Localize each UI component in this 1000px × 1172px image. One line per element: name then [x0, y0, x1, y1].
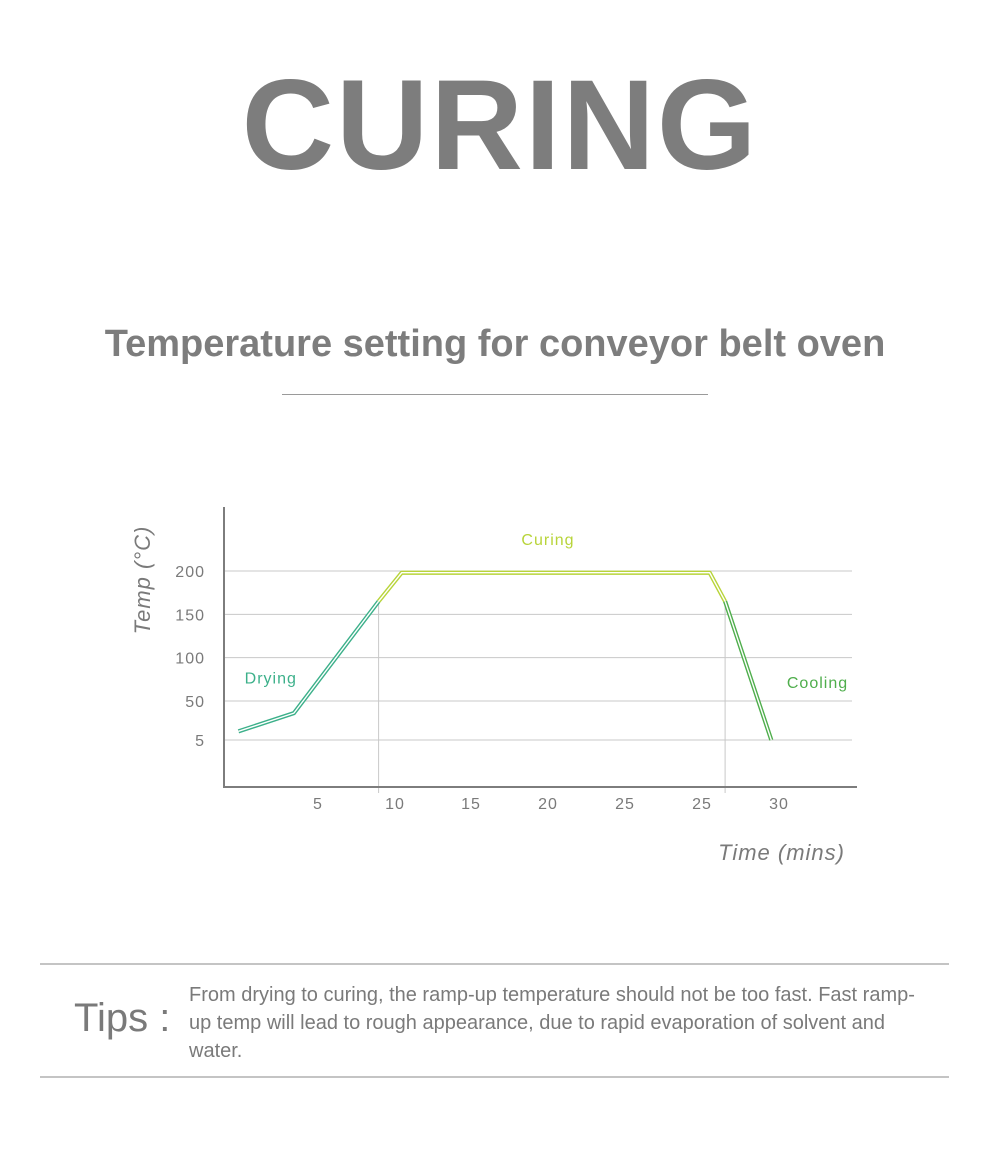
x-tick-label: 25	[692, 796, 712, 813]
cooling-series-line-inner	[724, 601, 772, 741]
x-tick-label: 30	[769, 796, 789, 813]
temperature-chart: 5 50 100 150 200 5 10 15 20 25 25 30 Drying Curing Co…	[130, 507, 857, 865]
tips-bottom-divider	[40, 1076, 949, 1078]
series-lines	[237, 570, 774, 741]
x-axis-label: Time (mins)	[718, 840, 845, 865]
x-tick-label: 25	[615, 796, 635, 813]
axes	[223, 507, 857, 788]
x-tick-label: 10	[385, 796, 405, 813]
y-tick-label: 50	[185, 694, 205, 711]
page-subtitle: Temperature setting for conveyor belt ov…	[104, 323, 886, 365]
y-tick-label: 5	[195, 733, 205, 750]
tips-text: From drying to curing, the ramp-up tempe…	[189, 984, 915, 1062]
curing-label: Curing	[521, 532, 574, 549]
drying-series-line-inner	[238, 600, 380, 732]
curing-series-line	[376, 570, 727, 603]
y-tick-label: 150	[175, 607, 205, 624]
y-tick-label: 100	[175, 651, 205, 668]
x-tick-label: 5	[313, 796, 323, 813]
curing-series-line-inner	[378, 572, 726, 602]
tips-top-divider	[40, 963, 949, 965]
x-tick-label: 15	[461, 796, 481, 813]
tips-label: Tips :	[74, 996, 171, 1040]
reference-lines	[378, 601, 726, 793]
grid-lines	[224, 570, 852, 741]
tick-labels: 5 50 100 150 200 5 10 15 20 25 25 30	[175, 564, 789, 813]
annotations: Drying Curing Cooling	[245, 532, 848, 692]
y-axis-label: Temp (°C)	[130, 526, 155, 635]
page-title: CURING	[241, 54, 759, 197]
cooling-label: Cooling	[787, 675, 848, 692]
subtitle-divider	[282, 394, 708, 395]
y-tick-label: 200	[175, 564, 205, 581]
drying-label: Drying	[245, 671, 297, 688]
drying-series-line	[237, 600, 381, 734]
x-tick-label: 20	[538, 796, 558, 813]
